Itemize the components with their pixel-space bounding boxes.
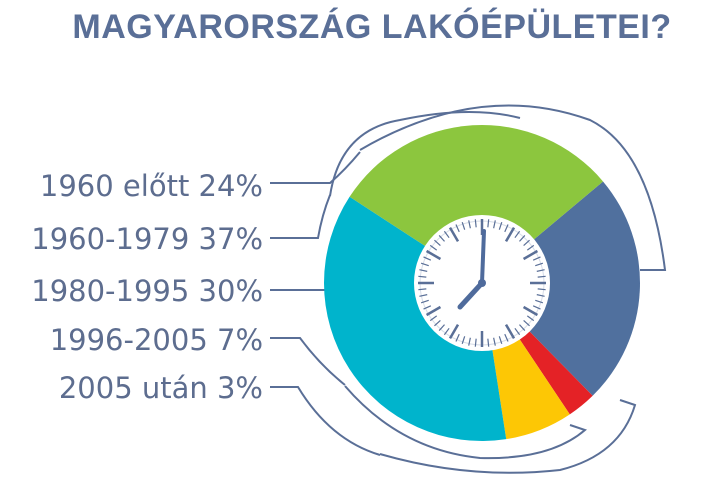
clock-tick <box>493 337 496 346</box>
hour-hand <box>457 280 485 310</box>
clock-tick <box>519 324 526 331</box>
clock-tick <box>448 226 460 243</box>
clock-tick <box>474 219 477 228</box>
slice-label: 1960-1979 37% <box>31 222 263 256</box>
clock-tick <box>474 338 477 347</box>
clock-tick <box>498 336 503 345</box>
clock-tick <box>493 220 496 229</box>
clock-tick <box>438 324 445 331</box>
clock-tick <box>468 220 471 229</box>
clock-tick <box>455 224 460 233</box>
bracket-arc <box>344 385 587 460</box>
clock-tick <box>443 230 450 239</box>
clock-tick <box>438 235 445 242</box>
clock-tick <box>425 249 442 261</box>
leader-line <box>270 386 381 456</box>
clock-tick <box>487 338 490 347</box>
clock-tick <box>487 219 490 228</box>
clock-tick <box>429 244 438 251</box>
leader-lines <box>270 104 667 474</box>
clock-tick <box>429 315 438 322</box>
clock-tick <box>537 275 546 278</box>
clock-tick <box>455 333 460 342</box>
clock-tick <box>536 269 545 272</box>
clock-tick <box>504 333 509 342</box>
clock-tick <box>425 305 442 317</box>
clock-tick <box>522 249 539 261</box>
clock-tick <box>418 288 427 291</box>
slice-label: 2005 után 3% <box>59 371 263 405</box>
clock-tick <box>504 226 516 243</box>
pie-slice <box>324 196 507 441</box>
pie-slice <box>349 125 604 284</box>
clock-tick <box>420 299 429 304</box>
clock-tick <box>522 305 539 317</box>
clock-tick <box>504 323 516 340</box>
bracket-arc <box>379 399 637 474</box>
clock-tick <box>532 256 541 261</box>
clock-center <box>478 279 486 287</box>
slice-labels: 1960 előtt 24% 1960-1979 37% 1980-1995 3… <box>31 169 263 405</box>
bracket-arc <box>359 104 667 271</box>
clock-tick <box>434 239 441 246</box>
clock-tick <box>519 235 526 242</box>
clock-tick <box>523 239 530 246</box>
leader-line <box>270 337 346 386</box>
bracket-arc <box>329 111 521 197</box>
clock-tick <box>419 269 428 272</box>
clock-tick <box>526 315 535 322</box>
clock-tick <box>523 320 530 327</box>
minute-hand <box>480 229 486 285</box>
clock-tick <box>434 320 441 327</box>
clock-icon <box>414 215 550 351</box>
clock-tick <box>537 288 546 291</box>
clock-tick <box>448 323 460 340</box>
clock-tick <box>443 327 450 336</box>
clock-tick <box>504 224 509 233</box>
slice-label: 1980-1995 30% <box>31 274 263 308</box>
clock-tick <box>535 299 544 304</box>
chart-title: MAGYARORSZÁG LAKÓÉPÜLETEI? <box>72 8 671 46</box>
clock-tick <box>423 305 432 310</box>
clock-tick <box>498 221 503 230</box>
clock-tick <box>468 337 471 346</box>
leader-line <box>270 194 331 239</box>
pie-slices <box>324 125 641 441</box>
clock-tick <box>423 256 432 261</box>
leader-line <box>270 151 361 184</box>
slice-label: 1996-2005 7% <box>50 323 263 357</box>
slice-label: 1960 előtt 24% <box>40 169 263 203</box>
clock-tick <box>536 294 545 297</box>
clock-tick <box>514 327 521 336</box>
clock-tick <box>526 244 535 251</box>
pie-slice <box>482 181 641 396</box>
clock-tick <box>418 275 427 278</box>
clock-tick <box>419 294 428 297</box>
clock-tick <box>514 230 521 239</box>
clock-tick <box>420 262 429 267</box>
clock-tick <box>535 262 544 267</box>
clock-tick <box>532 305 541 310</box>
clock-tick <box>461 221 466 230</box>
clock-tick <box>461 336 466 345</box>
